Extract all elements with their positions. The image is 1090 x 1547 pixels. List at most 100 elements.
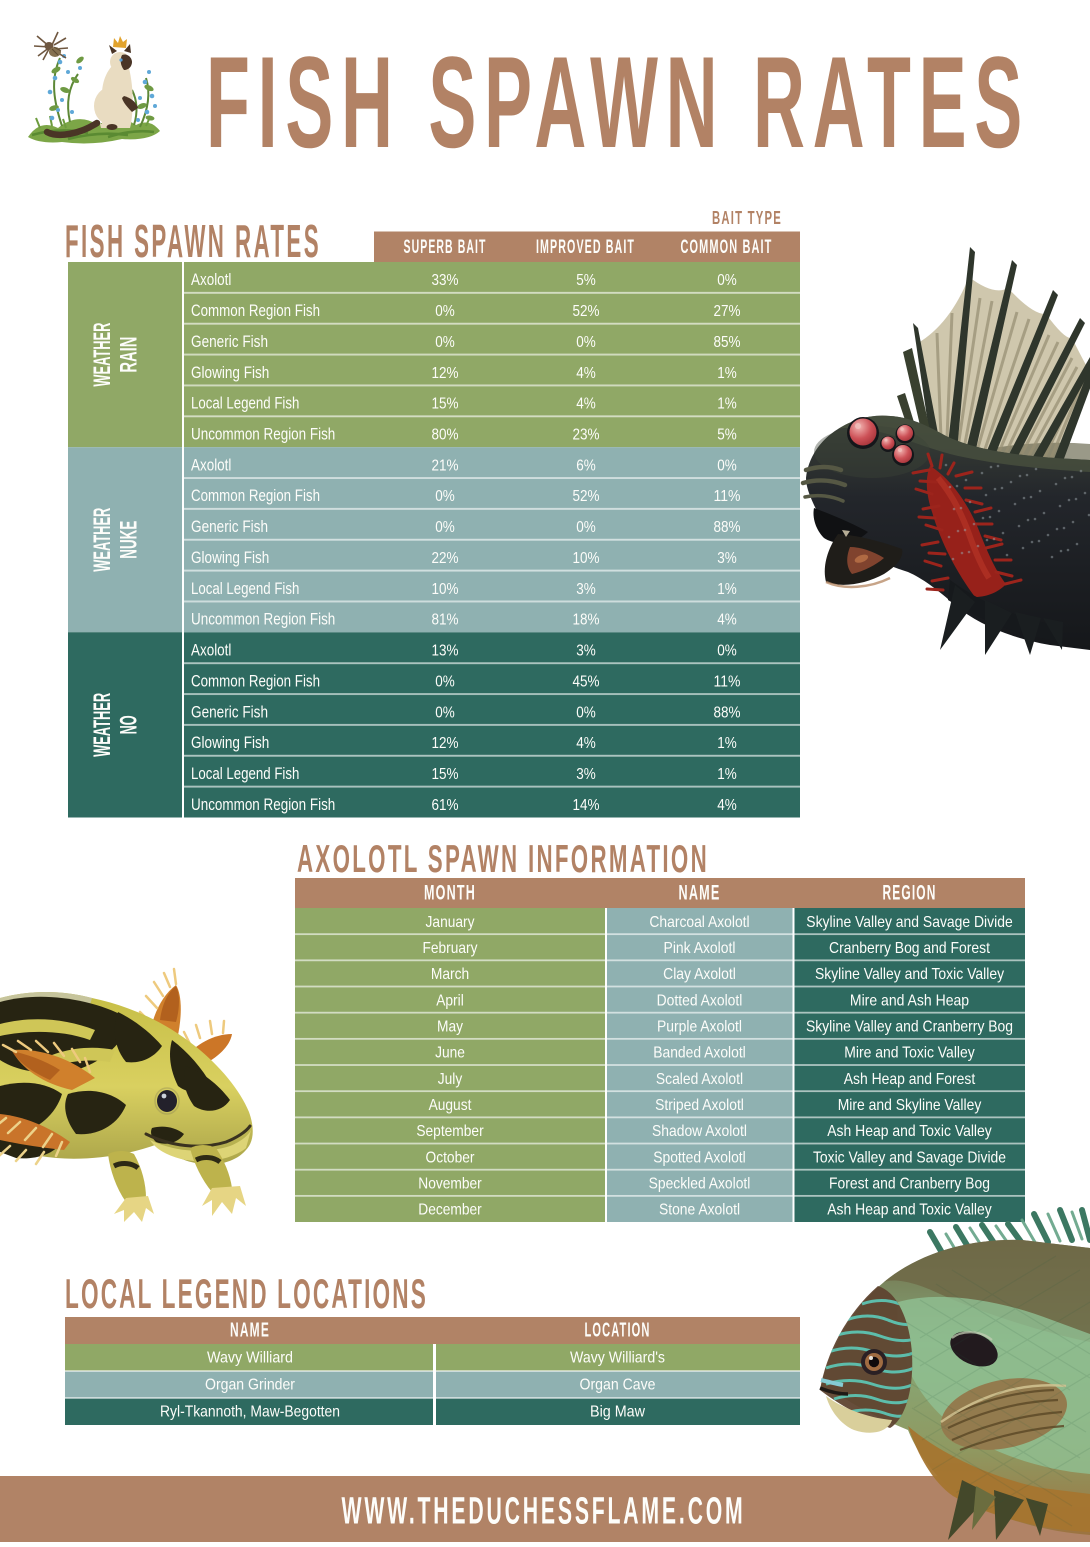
svg-text:4%: 4% <box>576 365 596 382</box>
svg-text:Glowing Fish: Glowing Fish <box>191 549 269 567</box>
svg-text:11%: 11% <box>714 488 741 505</box>
svg-text:June: June <box>435 1045 465 1062</box>
svg-text:Common Region Fish: Common Region Fish <box>191 672 320 690</box>
svg-text:0%: 0% <box>717 643 737 660</box>
svg-text:May: May <box>437 1019 463 1036</box>
svg-text:Skyline Valley and Toxic Valle: Skyline Valley and Toxic Valley <box>815 966 1004 983</box>
svg-text:0%: 0% <box>576 704 596 721</box>
svg-text:WEATHER: WEATHER <box>89 508 116 572</box>
svg-text:0%: 0% <box>435 704 455 721</box>
svg-text:October: October <box>426 1149 475 1166</box>
svg-text:0%: 0% <box>717 272 737 289</box>
svg-text:Wavy Williard's: Wavy Williard's <box>570 1350 665 1367</box>
svg-text:Shadow Axolotl: Shadow Axolotl <box>652 1123 747 1140</box>
svg-text:January: January <box>426 914 475 931</box>
svg-text:0%: 0% <box>435 334 455 351</box>
svg-text:Stone Axolotl: Stone Axolotl <box>659 1202 740 1219</box>
svg-text:Organ Grinder: Organ Grinder <box>205 1377 296 1394</box>
svg-text:13%: 13% <box>432 643 459 660</box>
svg-text:27%: 27% <box>714 303 741 320</box>
svg-text:45%: 45% <box>573 673 600 690</box>
svg-text:COMMON BAIT: COMMON BAIT <box>681 236 773 258</box>
svg-text:December: December <box>418 1202 482 1219</box>
svg-text:1%: 1% <box>717 581 737 598</box>
svg-text:Purple Axolotl: Purple Axolotl <box>657 1019 742 1036</box>
svg-text:NO: NO <box>116 715 143 734</box>
svg-text:Skyline Valley and Cranberry B: Skyline Valley and Cranberry Bog <box>806 1019 1013 1036</box>
svg-text:Uncommon Region Fish: Uncommon Region Fish <box>191 426 335 444</box>
svg-text:FISH SPAWN RATES: FISH SPAWN RATES <box>65 215 321 267</box>
svg-text:April: April <box>436 992 464 1009</box>
svg-text:0%: 0% <box>576 334 596 351</box>
svg-text:Cranberry Bog and Forest: Cranberry Bog and Forest <box>829 940 990 957</box>
svg-text:Charcoal Axolotl: Charcoal Axolotl <box>649 914 749 931</box>
svg-text:Generic Fish: Generic Fish <box>191 703 268 721</box>
svg-text:NAME: NAME <box>679 882 721 905</box>
svg-text:Glowing Fish: Glowing Fish <box>191 734 269 752</box>
svg-text:Speckled Axolotl: Speckled Axolotl <box>649 1176 751 1193</box>
svg-text:IMPROVED BAIT: IMPROVED BAIT <box>536 236 635 258</box>
svg-text:3%: 3% <box>576 643 596 660</box>
svg-text:Local Legend Fish: Local Legend Fish <box>191 765 299 783</box>
svg-text:Uncommon Region Fish: Uncommon Region Fish <box>191 611 335 629</box>
svg-text:Clay Axolotl: Clay Axolotl <box>663 966 736 983</box>
svg-text:61%: 61% <box>432 797 459 814</box>
svg-text:5%: 5% <box>717 427 737 444</box>
svg-text:Spotted Axolotl: Spotted Axolotl <box>653 1149 746 1166</box>
svg-text:Generic Fish: Generic Fish <box>191 518 268 536</box>
svg-text:1%: 1% <box>717 365 737 382</box>
svg-text:22%: 22% <box>432 550 459 567</box>
svg-text:Big Maw: Big Maw <box>590 1404 645 1421</box>
svg-text:Banded Axolotl: Banded Axolotl <box>653 1045 746 1062</box>
svg-text:Skyline Valley and Savage Divi: Skyline Valley and Savage Divide <box>806 914 1012 931</box>
svg-text:52%: 52% <box>573 488 600 505</box>
svg-text:10%: 10% <box>432 581 459 598</box>
svg-text:NUKE: NUKE <box>116 521 143 559</box>
svg-text:12%: 12% <box>432 365 459 382</box>
svg-text:4%: 4% <box>717 612 737 629</box>
svg-text:Dotted Axolotl: Dotted Axolotl <box>657 992 743 1009</box>
svg-text:3%: 3% <box>576 766 596 783</box>
svg-text:Axolotl: Axolotl <box>191 642 231 660</box>
svg-text:November: November <box>418 1176 482 1193</box>
svg-text:1%: 1% <box>717 396 737 413</box>
svg-text:September: September <box>416 1123 484 1140</box>
svg-text:BAIT TYPE: BAIT TYPE <box>712 207 782 228</box>
svg-text:MONTH: MONTH <box>424 882 476 905</box>
svg-text:4%: 4% <box>576 735 596 752</box>
svg-text:0%: 0% <box>717 457 737 474</box>
svg-text:WEATHER: WEATHER <box>89 323 116 387</box>
svg-text:Ash Heap and Toxic Valley: Ash Heap and Toxic Valley <box>827 1202 992 1219</box>
svg-text:4%: 4% <box>576 396 596 413</box>
svg-text:Common Region Fish: Common Region Fish <box>191 302 320 320</box>
svg-text:12%: 12% <box>432 735 459 752</box>
svg-text:88%: 88% <box>714 704 741 721</box>
svg-text:Ash Heap and Forest: Ash Heap and Forest <box>844 1071 976 1088</box>
svg-text:Glowing Fish: Glowing Fish <box>191 364 269 382</box>
svg-text:Ryl-Tkannoth, Maw-Begotten: Ryl-Tkannoth, Maw-Begotten <box>160 1404 340 1421</box>
svg-text:WEATHER: WEATHER <box>89 693 116 757</box>
svg-text:15%: 15% <box>432 766 459 783</box>
svg-text:RAIN: RAIN <box>116 337 143 373</box>
svg-text:Mire and Ash Heap: Mire and Ash Heap <box>850 992 969 1009</box>
svg-text:Common Region Fish: Common Region Fish <box>191 487 320 505</box>
svg-text:0%: 0% <box>435 303 455 320</box>
svg-text:15%: 15% <box>432 396 459 413</box>
svg-text:18%: 18% <box>573 612 600 629</box>
svg-text:August: August <box>429 1097 472 1114</box>
svg-text:March: March <box>431 966 469 983</box>
svg-text:4%: 4% <box>717 797 737 814</box>
svg-text:3%: 3% <box>576 581 596 598</box>
svg-text:Scaled Axolotl: Scaled Axolotl <box>656 1071 743 1088</box>
svg-text:FISH SPAWN RATES: FISH SPAWN RATES <box>206 29 1030 175</box>
svg-text:NAME: NAME <box>230 1320 270 1342</box>
svg-text:Mire and Toxic Valley: Mire and Toxic Valley <box>844 1045 975 1062</box>
svg-text:SUPERB BAIT: SUPERB BAIT <box>404 236 487 258</box>
svg-text:Striped Axolotl: Striped Axolotl <box>655 1097 744 1114</box>
svg-text:81%: 81% <box>432 612 459 629</box>
svg-text:23%: 23% <box>573 427 600 444</box>
svg-text:85%: 85% <box>714 334 741 351</box>
svg-text:Pink Axolotl: Pink Axolotl <box>664 940 736 957</box>
svg-text:10%: 10% <box>573 550 600 567</box>
svg-text:52%: 52% <box>573 303 600 320</box>
